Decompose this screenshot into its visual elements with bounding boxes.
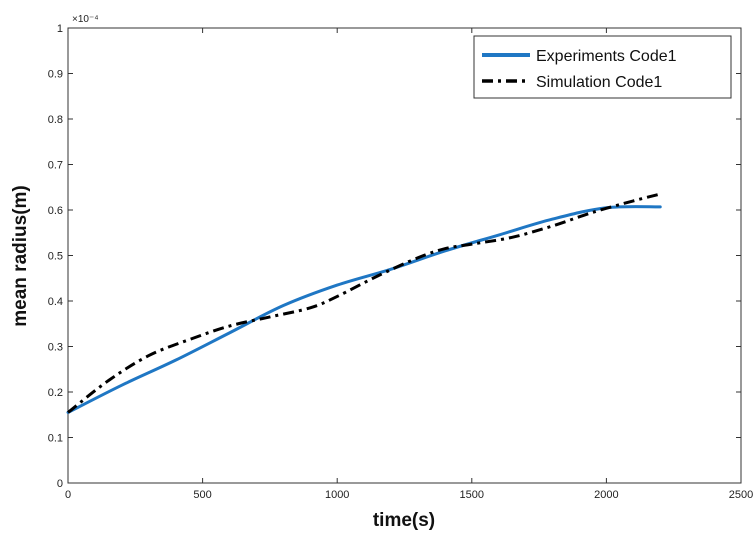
y-tick-label: 0.6 [48,205,63,217]
x-tick-label: 1000 [325,489,349,501]
legend: Experiments Code1 Simulation Code1 [474,36,731,98]
y-tick-label: 0.7 [48,160,63,172]
x-tick-label: 1500 [460,489,484,501]
x-tick-label: 500 [193,489,211,501]
x-axis-title: time(s) [373,510,435,531]
y-tick-label: 1 [57,23,63,35]
y-axis-multiplier: ×10⁻⁴ [72,14,99,25]
y-tick-label: 0.5 [48,251,63,263]
y-tick-label: 0 [57,478,63,490]
x-tick-label: 2000 [594,489,618,501]
y-tick-label: 0.9 [48,69,63,81]
y-tick-label: 0.2 [48,387,63,399]
x-tick-label: 0 [65,489,71,501]
y-tick-label: 0.8 [48,114,63,126]
y-tick-label: 0.1 [48,433,63,445]
y-tick-label: 0.4 [48,296,63,308]
legend-label-simulation: Simulation Code1 [536,74,662,91]
y-tick-label: 0.3 [48,342,63,354]
y-axis-title: mean radius(m) [10,185,31,326]
x-tick-label: 2500 [729,489,753,501]
legend-label-experiments: Experiments Code1 [536,48,677,65]
